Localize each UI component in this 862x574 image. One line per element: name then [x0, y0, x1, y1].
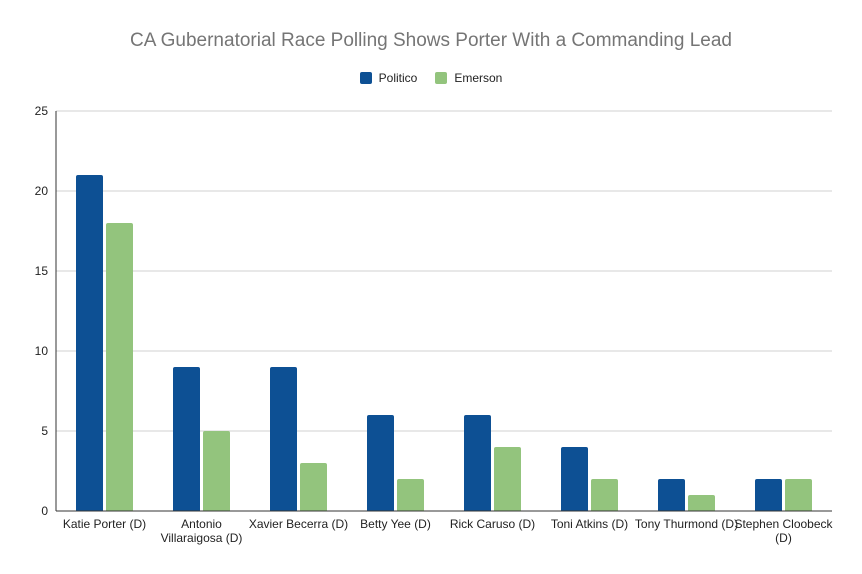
bar-politico [755, 479, 782, 511]
x-tick-label: Toni Atkins (D) [551, 517, 628, 531]
legend: Politico Emerson [0, 71, 862, 85]
legend-swatch-politico [359, 72, 372, 84]
x-tick-label: Rick Caruso (D) [450, 517, 535, 531]
bar-politico [270, 367, 297, 511]
legend-label-politico: Politico [378, 71, 418, 85]
bar-emerson [785, 479, 812, 511]
y-tick-label: 20 [35, 184, 49, 198]
bar-politico [658, 479, 685, 511]
bar-emerson [591, 479, 618, 511]
x-tick-label: Stephen Cloobeck (D) [734, 517, 833, 545]
x-tick-label: Katie Porter (D) [63, 517, 146, 531]
legend-swatch-emerson [435, 72, 448, 84]
x-tick-label: Betty Yee (D) [360, 517, 431, 531]
bar-emerson [494, 447, 521, 511]
bar-politico [173, 367, 200, 511]
bar-politico [464, 415, 491, 511]
y-tick-label: 25 [35, 104, 49, 118]
legend-item-politico: Politico [359, 71, 418, 85]
bar-politico [367, 415, 394, 511]
legend-label-emerson: Emerson [454, 71, 503, 85]
x-tick-label: Antonio Villaraigosa (D) [161, 517, 243, 545]
bar-emerson [397, 479, 424, 511]
bar-emerson [106, 223, 133, 511]
y-tick-label: 0 [41, 504, 48, 518]
y-tick-label: 5 [41, 424, 48, 438]
y-tick-label: 15 [35, 264, 49, 278]
legend-item-emerson: Emerson [435, 71, 502, 85]
bar-politico [76, 175, 103, 511]
x-tick-label: Xavier Becerra (D) [249, 517, 348, 531]
bar-emerson [300, 463, 327, 511]
chart-title: CA Gubernatorial Race Polling Shows Port… [130, 30, 732, 51]
bar-emerson [688, 495, 715, 511]
bar-politico [561, 447, 588, 511]
y-tick-label: 10 [35, 344, 49, 358]
x-tick-label: Tony Thurmond (D) [635, 517, 738, 531]
bar-emerson [203, 431, 230, 511]
